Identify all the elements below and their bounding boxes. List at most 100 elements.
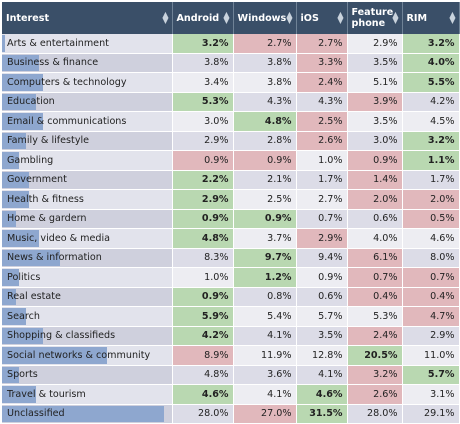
column-header-ios[interactable]: iOS ▲ ▼	[296, 2, 348, 34]
interest-cell: Shopping & classifieds	[2, 326, 173, 346]
interest-share-bar	[2, 386, 36, 403]
interest-label: Email & communications	[7, 115, 127, 127]
value-cell-windows: 0.9%	[233, 209, 297, 229]
interest-share-bar	[2, 74, 43, 91]
value-cell-windows: 0.9%	[233, 150, 297, 171]
interest-label: Politics	[7, 271, 41, 283]
value-cell-windows: 4.1%	[233, 384, 297, 405]
value-cell-android: 0.9%	[172, 209, 234, 229]
interest-share-bar	[2, 210, 16, 227]
value-cell-rim: 0.5%	[402, 209, 460, 229]
interest-share-bar	[2, 230, 40, 247]
interest-share-bar	[2, 308, 26, 325]
value-cell-windows: 9.7%	[233, 248, 297, 268]
interest-share-bar	[2, 152, 19, 169]
value-cell-rim: 2.9%	[402, 326, 460, 346]
sort-arrows-icon[interactable]: ▲ ▼	[392, 10, 399, 25]
interest-share-bar	[2, 327, 43, 344]
value-cell-feature-phone: 2.4%	[347, 326, 403, 346]
value-cell-windows: 1.2%	[233, 267, 297, 288]
sort-arrows-icon[interactable]: ▲ ▼	[223, 10, 230, 25]
interest-share-bar	[2, 54, 40, 71]
value-cell-rim: 4.2%	[402, 92, 460, 112]
interest-cell: Business & finance	[2, 53, 173, 73]
value-cell-feature-phone: 20.5%	[347, 345, 403, 366]
table-row: Arts & entertainment 3.2% 2.7% 2.7% 2.9% 3.2%	[2, 34, 460, 54]
value-cell-ios: 2.6%	[296, 131, 348, 151]
value-cell-windows: 3.7%	[233, 228, 297, 249]
value-cell-ios: 0.9%	[296, 267, 348, 288]
value-cell-windows: 2.1%	[233, 170, 297, 190]
value-cell-android: 4.8%	[172, 365, 234, 385]
value-cell-ios: 31.5%	[296, 404, 348, 424]
column-header-feature-phone[interactable]: Feature phone ▲ ▼	[347, 2, 403, 34]
value-cell-rim: 1.7%	[402, 170, 460, 190]
value-cell-rim: 3.2%	[402, 131, 460, 151]
value-cell-android: 8.3%	[172, 248, 234, 268]
interest-label: Shopping & classifieds	[7, 330, 116, 342]
table-row: Unclassified 28.0% 27.0% 31.5% 28.0% 29.1%	[2, 404, 460, 424]
value-cell-ios: 0.7%	[296, 209, 348, 229]
sort-arrows-icon[interactable]: ▲ ▼	[449, 10, 456, 25]
sort-arrows-icon[interactable]: ▲ ▼	[286, 10, 293, 25]
table-row: Email & communications 3.0% 4.8% 2.5% 3.5% 4.…	[2, 111, 460, 132]
interest-label: Government	[7, 174, 67, 186]
value-cell-feature-phone: 3.9%	[347, 92, 403, 112]
table-row: Family & lifestyle 2.9% 2.8% 2.6% 3.0% 3.2%	[2, 131, 460, 151]
value-cell-ios: 4.3%	[296, 92, 348, 112]
value-cell-rim: 8.0%	[402, 248, 460, 268]
value-cell-ios: 3.5%	[296, 326, 348, 346]
value-cell-android: 3.4%	[172, 72, 234, 93]
value-cell-rim: 11.0%	[402, 345, 460, 366]
value-cell-rim: 3.2%	[402, 34, 460, 54]
interest-share-bar	[2, 35, 6, 52]
table-row: Computers & technology 3.4% 3.8% 2.4% 5.1% 5.…	[2, 72, 460, 93]
sort-arrows-icon[interactable]: ▲ ▼	[162, 10, 169, 25]
interest-share-bar	[2, 191, 30, 208]
value-cell-android: 0.9%	[172, 287, 234, 307]
interest-cell: Travel & tourism	[2, 384, 173, 405]
interest-label: Travel & tourism	[7, 388, 86, 400]
sort-arrows-icon[interactable]: ▲ ▼	[337, 10, 344, 25]
value-cell-feature-phone: 5.1%	[347, 72, 403, 93]
value-cell-rim: 29.1%	[402, 404, 460, 424]
value-cell-android: 3.8%	[172, 53, 234, 73]
interest-cell: Real estate	[2, 287, 173, 307]
value-cell-feature-phone: 28.0%	[347, 404, 403, 424]
value-cell-android: 8.9%	[172, 345, 234, 366]
table-row: Travel & tourism 4.6% 4.1% 4.6% 2.6% 3.1%	[2, 384, 460, 405]
value-cell-windows: 3.6%	[233, 365, 297, 385]
value-cell-rim: 0.4%	[402, 287, 460, 307]
value-cell-rim: 4.6%	[402, 228, 460, 249]
value-cell-android: 0.9%	[172, 150, 234, 171]
table-row: Sports 4.8% 3.6% 4.1% 3.2% 5.7%	[2, 365, 460, 385]
interest-label: Computers & technology	[7, 76, 127, 88]
value-cell-ios: 4.6%	[296, 384, 348, 405]
interest-share-bar	[2, 347, 108, 364]
column-header-windows[interactable]: Windows ▲ ▼	[233, 2, 297, 34]
column-header-android[interactable]: Android ▲ ▼	[172, 2, 234, 34]
column-header-label: Feature phone	[351, 7, 394, 29]
value-cell-android: 3.2%	[172, 34, 234, 54]
value-cell-feature-phone: 0.4%	[347, 287, 403, 307]
interest-label: Business & finance	[7, 57, 99, 69]
interest-label: Health & fitness	[7, 193, 84, 205]
interest-label: Arts & entertainment	[7, 37, 109, 49]
column-header-rim[interactable]: RIM ▲ ▼	[402, 2, 460, 34]
value-cell-rim: 5.5%	[402, 72, 460, 93]
interest-cell: Computers & technology	[2, 72, 173, 93]
column-header-interest[interactable]: Interest ▲ ▼	[2, 2, 173, 34]
value-cell-ios: 12.8%	[296, 345, 348, 366]
value-cell-feature-phone: 5.3%	[347, 306, 403, 327]
interest-cell: Music, video & media	[2, 228, 173, 249]
value-cell-windows: 11.9%	[233, 345, 297, 366]
table-row: Home & gardern 0.9% 0.9% 0.7% 0.6% 0.5%	[2, 209, 460, 229]
interest-label: Music, video & media	[7, 232, 111, 244]
value-cell-ios: 4.1%	[296, 365, 348, 385]
value-cell-windows: 2.8%	[233, 131, 297, 151]
value-cell-ios: 2.5%	[296, 111, 348, 132]
column-header-label: Android	[176, 12, 220, 24]
value-cell-rim: 5.7%	[402, 365, 460, 385]
value-cell-android: 2.9%	[172, 189, 234, 210]
table-row: News & information 8.3% 9.7% 9.4% 6.1% 8.0%	[2, 248, 460, 268]
